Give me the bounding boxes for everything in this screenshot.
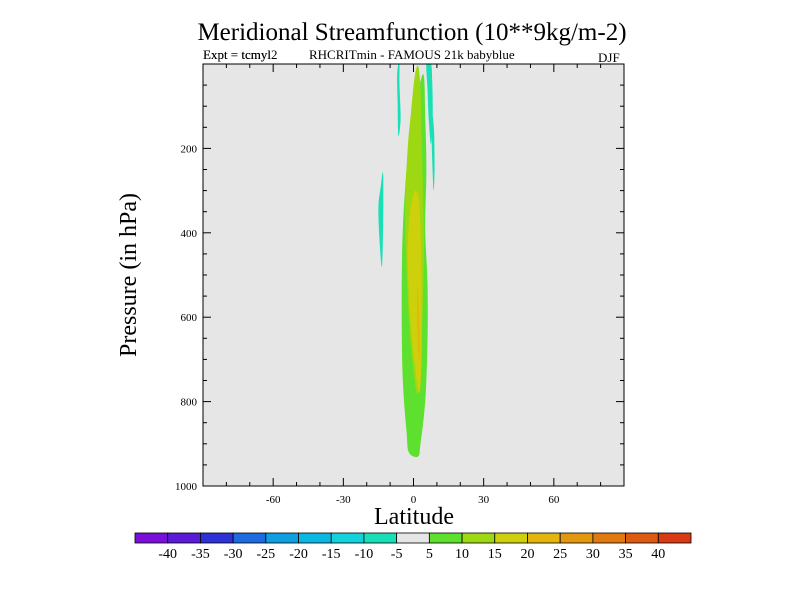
colorbar-swatch	[657, 532, 692, 544]
colorbar-swatch	[396, 532, 430, 544]
season-label: DJF	[598, 50, 620, 65]
y-tick-label: 400	[181, 228, 198, 240]
colorbar-swatch	[494, 532, 528, 544]
x-tick-label: 0	[411, 494, 417, 506]
subtitle-overlap-a: Expt = tcmyl2	[203, 47, 278, 62]
colorbar-swatch	[592, 532, 626, 544]
contour-negative-right-mid	[431, 114, 435, 191]
colorbar-swatch	[363, 532, 398, 544]
subtitle-overlap-b: Expt = tcmyl	[203, 47, 271, 62]
colorbar-label: -30	[224, 547, 243, 562]
colorbar-label: 35	[619, 547, 633, 562]
plot-area	[202, 63, 625, 487]
x-axis-label: Latitude	[374, 504, 454, 530]
colorbar-label: 15	[488, 547, 502, 562]
contour-negative-left-top	[397, 64, 401, 137]
x-tick-labels: -60 -30 0 30 60	[266, 494, 560, 506]
colorbar-label: -10	[355, 547, 374, 562]
colorbar-swatch	[134, 532, 169, 544]
colorbar-label: 40	[651, 547, 665, 562]
colorbar-swatch	[330, 532, 365, 544]
colorbar-swatch	[167, 532, 201, 544]
colorbar-swatch	[428, 532, 463, 544]
contour-negative-left-mid	[378, 172, 384, 267]
colorbar-swatch	[461, 532, 496, 544]
colorbar-label: 5	[426, 547, 433, 562]
colorbar-label: 30	[586, 547, 600, 562]
x-tick-label: -60	[266, 494, 281, 506]
colorbar-swatch	[527, 532, 561, 544]
colorbar-swatch	[298, 532, 332, 544]
x-tick-label: 60	[548, 494, 560, 506]
colorbar-swatch	[625, 532, 659, 544]
y-tick-label: 800	[181, 397, 198, 409]
axis-ticks	[202, 63, 625, 487]
colorbar-swatch	[232, 532, 267, 544]
colorbar-swatch	[265, 532, 299, 544]
colorbar-label: 20	[520, 547, 534, 562]
y-tick-label: 600	[181, 312, 198, 324]
x-tick-label: 30	[478, 494, 490, 506]
subtitle-experiment: RHCRITmin - FAMOUS 21k babyblue	[309, 47, 515, 62]
colorbar-swatch	[559, 532, 594, 544]
colorbar-label: -25	[256, 547, 275, 562]
contour-regions	[378, 64, 435, 458]
contour-positive-core-20-25	[417, 287, 420, 360]
colorbar-swatch	[200, 532, 234, 544]
colorbar-label: 10	[455, 547, 469, 562]
colorbar-labels: -40 -35 -30 -25 -20 -15 -10 -5 5 10 15 20 25 30 35 40	[158, 547, 665, 562]
chart-title: Meridional Streamfunction (10**9kg/m-2)	[197, 19, 626, 46]
x-tick-label: -30	[336, 494, 351, 506]
contour-negative-right-top	[426, 64, 433, 145]
colorbar-label: -35	[191, 547, 210, 562]
colorbar-label: -20	[289, 547, 308, 562]
colorbar	[134, 532, 692, 544]
y-tick-labels: 200 400 600 800 1000	[175, 143, 198, 493]
colorbar-label: -5	[391, 547, 403, 562]
colorbar-label: -15	[322, 547, 341, 562]
colorbar-label: -40	[158, 547, 177, 562]
y-tick-label: 200	[181, 143, 198, 155]
y-axis-label: Pressure (in hPa)	[116, 193, 142, 357]
colorbar-label: 25	[553, 547, 567, 562]
y-tick-label: 1000	[175, 481, 198, 493]
